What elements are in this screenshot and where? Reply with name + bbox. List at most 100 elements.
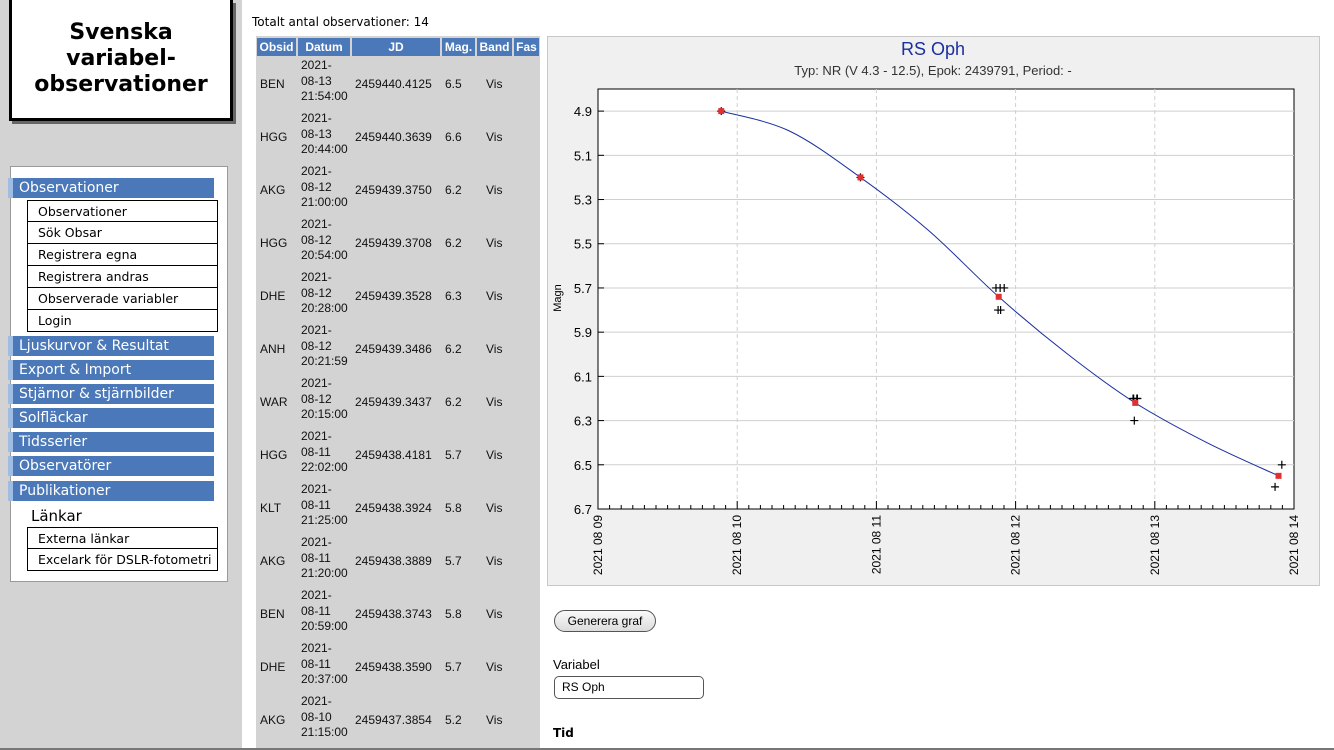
column-header-mag[interactable]: Mag. (442, 38, 475, 56)
site-logo[interactable]: Svenska variabel- observationer (9, 0, 233, 121)
table-row[interactable]: AKG 2021- 08-12 21:00:00 2459439.3750 6.2 Vi… (256, 164, 540, 217)
cell-datum: 2021- 08-10 21:15:00 (301, 694, 348, 739)
cell-jd: 2459438.3590 (355, 660, 432, 674)
column-header-fas[interactable]: Fas (514, 38, 539, 56)
cell-mag: 6.5 (445, 77, 462, 91)
cell-band: Vis (486, 77, 503, 91)
column-header-obsid[interactable]: Obsid (257, 38, 296, 56)
cell-jd: 2459439.3750 (355, 183, 432, 197)
cell-obsid: HGG (260, 448, 288, 462)
y-tick-label: 5.7 (574, 281, 592, 296)
menu-section-export-import[interactable]: Export & Import (8, 360, 214, 380)
cell-datum: 2021- 08-11 22:02:00 (301, 429, 348, 474)
cell-datum: 2021- 08-13 20:44:00 (301, 111, 348, 156)
menu-item-sok-obsar[interactable]: Sök Obsar (27, 222, 218, 244)
x-tick-label: 2021 08 10 (730, 515, 744, 575)
column-header-datum[interactable]: Datum (298, 38, 350, 56)
cell-obsid: KLT (260, 501, 282, 515)
cell-datum: 2021- 08-11 21:20:00 (301, 535, 348, 580)
table-row[interactable]: HGG 2021- 08-12 20:54:00 2459439.3708 6.2 Vi… (256, 217, 540, 270)
cell-band: Vis (486, 289, 503, 303)
cell-jd: 2459438.3743 (355, 607, 432, 621)
column-header-jd[interactable]: JD (352, 38, 440, 56)
plot-area: 2021 08 09 2021 08 10 2021 08 11 2021 08 12… (574, 88, 1301, 575)
menu-observationer-header[interactable]: Observationer (8, 178, 214, 198)
cell-mag: 6.2 (445, 395, 462, 409)
chart-title: RS Oph (901, 39, 965, 59)
column-header-band[interactable]: Band (477, 38, 512, 56)
menu-item-externa-lankar[interactable]: Externa länkar (27, 527, 218, 549)
x-tick-label: 2021 08 11 (869, 515, 883, 574)
menu-section-publikationer[interactable]: Publikationer (8, 481, 214, 501)
menu-item-login[interactable]: Login (27, 310, 218, 332)
table-row[interactable]: DHE 2021- 08-11 20:37:00 2459438.3590 5.7 Vi… (256, 641, 540, 694)
menu-section-tidsserier[interactable]: Tidsserier (8, 432, 214, 452)
menu-lankar-label: Länkar (31, 507, 82, 525)
cell-mag: 6.2 (445, 342, 462, 356)
menu-section-ljuskurvor[interactable]: Ljuskurvor & Resultat (8, 336, 214, 356)
observations-table: Obsid Datum JD Mag. Band Fas BEN 2021- 08… (256, 36, 540, 750)
y-tick-label: 5.9 (574, 325, 592, 340)
menu-section-observatorer[interactable]: Observatörer (8, 456, 214, 476)
table-row[interactable]: HGG 2021- 08-13 20:44:00 2459440.3639 6.6 Vi… (256, 111, 540, 164)
cell-jd: 2459439.3708 (355, 236, 432, 250)
cell-obsid: HGG (260, 236, 288, 250)
cell-obsid: DHE (260, 660, 286, 674)
cell-mag: 5.8 (445, 607, 462, 621)
menu-section-solflackar[interactable]: Solfläckar (8, 408, 214, 428)
table-row[interactable]: AKG 2021- 08-10 21:15:00 2459437.3854 5.2 Vi… (256, 694, 540, 747)
y-tick-label: 6.5 (574, 458, 592, 473)
menu-item-observationer[interactable]: Observationer (27, 200, 218, 222)
mean-point (857, 174, 864, 181)
table-row[interactable]: ANH 2021- 08-12 20:21:59 2459439.3486 6.2 Vi… (256, 323, 540, 376)
y-tick-label: 6.7 (574, 502, 592, 517)
cell-jd: 2459438.4181 (355, 448, 432, 462)
cell-mag: 6.3 (445, 289, 462, 303)
cell-datum: 2021- 08-11 20:59:00 (301, 588, 348, 633)
cell-obsid: AKG (260, 554, 286, 568)
table-row[interactable]: KLT 2021- 08-11 21:25:00 2459438.3924 5.8 Vi… (256, 482, 540, 535)
y-tick-label: 5.3 (574, 193, 592, 208)
menu-item-registrera-egna[interactable]: Registrera egna (27, 244, 218, 266)
cell-jd: 2459437.3854 (355, 713, 432, 727)
table-row[interactable]: DHE 2021- 08-12 20:28:00 2459439.3528 6.3 Vi… (256, 270, 540, 323)
cell-mag: 6.2 (445, 236, 462, 250)
menu-section-stjarnor[interactable]: Stjärnor & stjärnbilder (8, 384, 214, 404)
x-tick-label: 2021 08 12 (1009, 515, 1023, 575)
y-tick-label: 6.1 (574, 369, 592, 384)
variable-input[interactable]: RS Oph (554, 676, 704, 699)
table-row[interactable]: AKG 2021- 08-11 21:20:00 2459438.3889 5.7 Vi… (256, 535, 540, 588)
table-row[interactable]: WAR 2021- 08-12 20:15:00 2459439.3437 6.2 Vi… (256, 376, 540, 429)
y-tick-label: 5.5 (574, 237, 592, 252)
cell-datum: 2021- 08-12 20:21:59 (301, 323, 348, 368)
x-tick-label: 2021 08 09 (591, 515, 605, 575)
menu-item-excelark[interactable]: Excelark för DSLR-fotometri (27, 549, 218, 571)
menu-item-observerade-variabler[interactable]: Observerade variabler (27, 288, 218, 310)
table-row[interactable]: HGG 2021- 08-11 22:02:00 2459438.4181 5.7 Vi… (256, 429, 540, 482)
generate-graph-button[interactable]: Generera graf (554, 610, 656, 632)
cell-datum: 2021- 08-12 21:00:00 (301, 164, 348, 209)
y-tick-label: 5.1 (574, 148, 592, 163)
cell-mag: 5.2 (445, 713, 462, 727)
mean-point (1275, 472, 1282, 479)
cell-band: Vis (486, 607, 503, 621)
cell-jd: 2459439.3486 (355, 342, 432, 356)
chart-subtitle: Typ: NR (V 4.3 - 12.5), Epok: 2439791, P… (794, 63, 1071, 78)
cell-obsid: HGG (260, 130, 288, 144)
cell-jd: 2459439.3528 (355, 289, 432, 303)
observation-point (1277, 460, 1286, 469)
cell-mag: 5.7 (445, 660, 462, 674)
cell-band: Vis (486, 660, 503, 674)
menu-item-registrera-andras[interactable]: Registrera andras (27, 266, 218, 288)
total-observations: Totalt antal observationer: 14 (252, 15, 429, 29)
table-row[interactable]: BEN 2021- 08-11 20:59:00 2459438.3743 5.8 Vi… (256, 588, 540, 641)
cell-obsid: BEN (260, 77, 285, 91)
cell-band: Vis (486, 713, 503, 727)
observation-point (1130, 416, 1139, 425)
cell-jd: 2459438.3889 (355, 554, 432, 568)
site-logo-text: Svenska variabel- observationer (34, 20, 208, 97)
table-row[interactable]: BEN 2021- 08-13 21:54:00 2459440.4125 6.5 Vi… (256, 58, 540, 111)
cell-obsid: AKG (260, 713, 286, 727)
cell-band: Vis (486, 183, 503, 197)
x-tick-label: 2021 08 13 (1148, 515, 1162, 575)
